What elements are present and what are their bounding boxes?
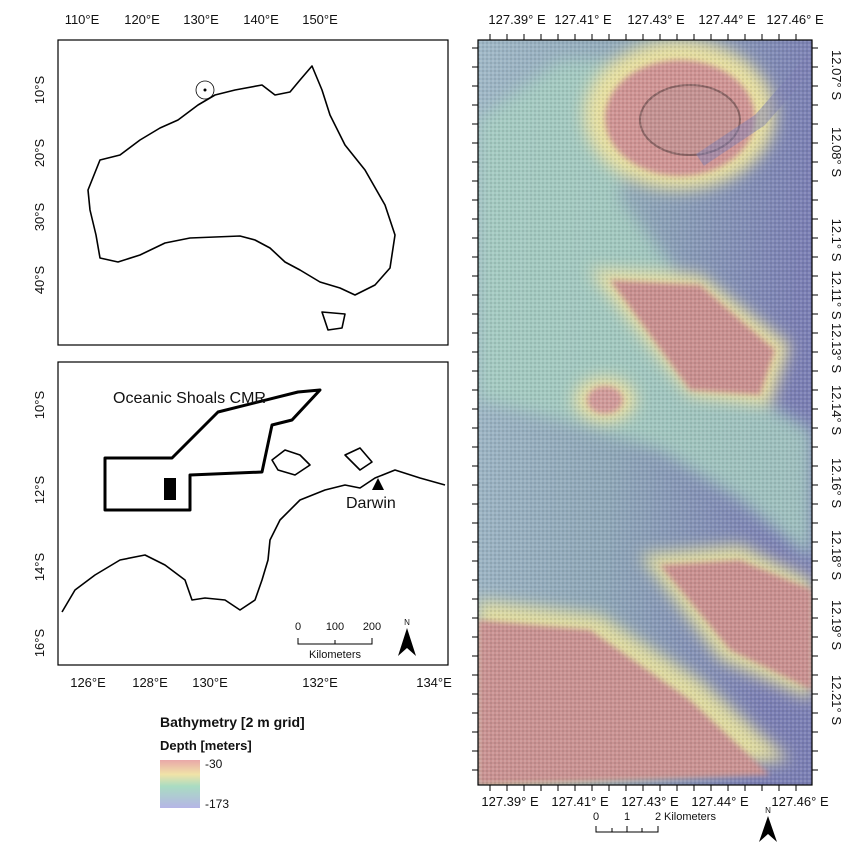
lat-label: 12.16° S — [829, 458, 844, 508]
scale-label: 200 — [363, 621, 381, 633]
lat-label: 12.14° S — [829, 385, 844, 435]
lat-label: 16°S — [32, 629, 47, 658]
city-label: Darwin — [346, 495, 396, 512]
lon-label: 126°E — [70, 675, 106, 690]
lon-label: 127.46° E — [766, 12, 824, 27]
lat-label: 12.19° S — [829, 600, 844, 650]
lat-label: 20°S — [32, 139, 47, 168]
scale-label: 0 — [295, 621, 301, 633]
lon-label: 127.43° E — [621, 794, 679, 809]
north-label: N — [765, 806, 771, 815]
lat-label: 12.21° S — [829, 675, 844, 725]
legend-title: Bathymetry [2 m grid] — [160, 714, 305, 730]
lat-label: 12.1° S — [829, 219, 844, 262]
lat-label: 30°S — [32, 203, 47, 232]
lat-label: 12.13° S — [829, 323, 844, 373]
lon-label: 127.39° E — [481, 794, 539, 809]
inset-map: Oceanic Shoals CMR Darwin 10°S 12°S 14°S… — [32, 362, 452, 690]
lon-label: 127.46° E — [771, 794, 829, 809]
lon-label: 127.44° E — [698, 12, 756, 27]
lat-label: 12.07° S — [829, 50, 844, 100]
lon-label: 127.44° E — [691, 794, 749, 809]
lat-label: 12.08° S — [829, 127, 844, 177]
legend-high: -30 — [205, 757, 223, 771]
lon-label: 127.43° E — [627, 12, 685, 27]
legend-low: -173 — [205, 797, 229, 811]
bathymetry-map: 127.39° E 127.41° E 127.43° E 127.44° E … — [472, 12, 844, 842]
lon-label: 140°E — [243, 12, 279, 27]
lon-label: 130°E — [192, 675, 228, 690]
lat-label: 10°S — [32, 391, 47, 420]
scale-unit: Kilometers — [664, 811, 716, 823]
lat-label: 10°S — [32, 76, 47, 105]
overview-map: 110°E 120°E 130°E 140°E 150°E 10°S 20°S … — [32, 12, 448, 345]
lon-label: 120°E — [124, 12, 160, 27]
lat-label: 12.18° S — [829, 530, 844, 580]
legend-subtitle: Depth [meters] — [160, 738, 252, 753]
lat-label: 12°S — [32, 476, 47, 505]
lon-label: 127.39° E — [488, 12, 546, 27]
scale-label: 0 — [593, 811, 599, 823]
lon-label: 128°E — [132, 675, 168, 690]
north-label: N — [404, 618, 410, 627]
scale-label: 1 — [624, 811, 630, 823]
lon-label: 134°E — [416, 675, 452, 690]
legend: Bathymetry [2 m grid] Depth [meters] -30… — [160, 714, 305, 811]
lon-label: 130°E — [183, 12, 219, 27]
lon-label: 132°E — [302, 675, 338, 690]
lat-label: 14°S — [32, 553, 47, 582]
lon-label: 127.41° E — [554, 12, 612, 27]
scale-label: 2 — [655, 811, 661, 823]
lon-label: 110°E — [65, 12, 100, 27]
scale-unit: Kilometers — [309, 649, 361, 661]
lon-label: 127.41° E — [551, 794, 609, 809]
color-ramp — [160, 760, 200, 808]
lat-label: 40°S — [32, 266, 47, 295]
lat-label: 12.11° S — [829, 270, 844, 319]
lon-label: 150°E — [302, 12, 338, 27]
figure: 110°E 120°E 130°E 140°E 150°E 10°S 20°S … — [0, 0, 847, 846]
area-label: Oceanic Shoals CMR — [113, 390, 266, 407]
scale-label: 100 — [326, 621, 344, 633]
page: 110°E 120°E 130°E 140°E 150°E 10°S 20°S … — [0, 0, 847, 851]
